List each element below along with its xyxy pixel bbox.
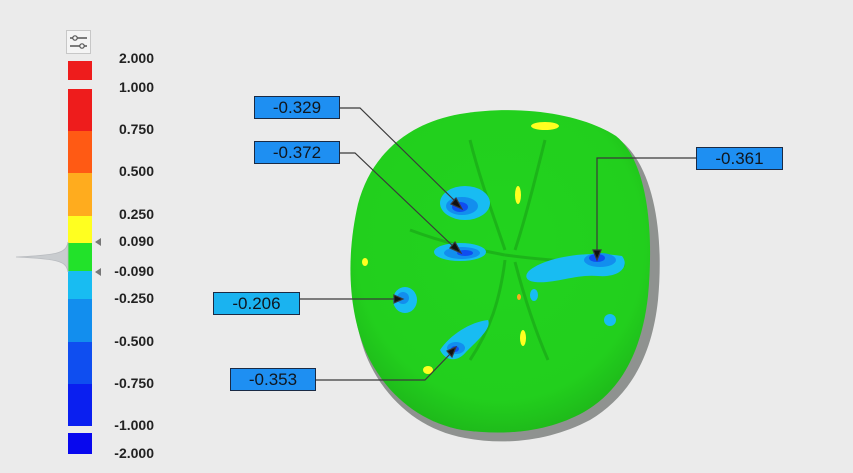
scale-band-8	[68, 342, 92, 384]
scale-band-1	[68, 89, 92, 131]
deviation-callout[interactable]: -0.361	[696, 147, 783, 170]
upper-tolerance-marker[interactable]	[95, 238, 101, 246]
scale-band-7	[68, 299, 92, 342]
scale-band-6	[68, 271, 92, 299]
scale-label: 2.000	[118, 50, 154, 66]
scale-label: -0.090	[114, 263, 154, 279]
deviation-callout[interactable]: -0.206	[213, 292, 300, 315]
deviation-callout[interactable]: -0.329	[254, 96, 340, 119]
legend-settings-button[interactable]	[66, 30, 91, 54]
lower-tolerance-marker[interactable]	[95, 268, 101, 276]
scale-label: 0.500	[118, 163, 154, 179]
tooth-surface	[350, 110, 651, 433]
scale-label: -0.500	[114, 333, 154, 349]
scale-label: 0.750	[118, 121, 154, 137]
scale-label: -0.250	[114, 290, 154, 306]
scale-label: 0.090	[118, 233, 154, 249]
scale-label: 1.000	[118, 79, 154, 95]
scale-label: -1.000	[114, 417, 154, 433]
scale-band-3	[68, 173, 92, 216]
scale-label: -0.750	[114, 375, 154, 391]
deviation-callout[interactable]: -0.372	[254, 141, 340, 164]
scale-band-9	[68, 384, 92, 426]
scale-band-2	[68, 131, 92, 173]
scale-band-4	[68, 216, 92, 243]
scale-band-5	[68, 243, 92, 271]
deviation-callout[interactable]: -0.353	[230, 368, 316, 391]
swatch-below-min	[68, 433, 92, 454]
scale-label: 0.250	[118, 206, 154, 222]
callout-leaders	[300, 107, 696, 381]
fissures	[409, 139, 626, 361]
scale-label: -2.000	[114, 445, 154, 461]
deviation-histogram	[15, 242, 69, 272]
sliders-icon	[70, 35, 87, 49]
swatch-above-max	[68, 61, 92, 80]
